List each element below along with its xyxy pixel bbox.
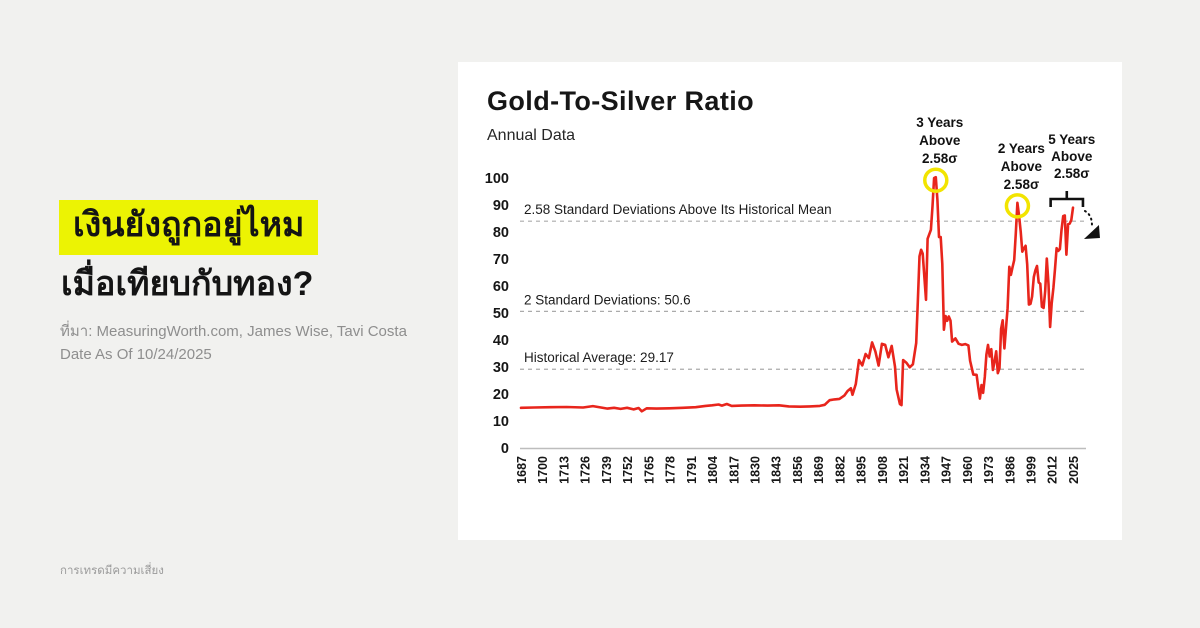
annotation-peak-1991-line-0: 2 Years bbox=[998, 141, 1045, 156]
x-tick-label-0: 1687 bbox=[515, 456, 529, 484]
reference-line-label-1: 2 Standard Deviations: 50.6 bbox=[524, 292, 691, 307]
x-tick-label-10: 1817 bbox=[727, 456, 741, 484]
chart-subtitle: Annual Data bbox=[487, 127, 576, 144]
y-tick-label-9: 90 bbox=[493, 198, 509, 214]
x-tick-label-3: 1726 bbox=[579, 456, 593, 484]
trend-arrow-head bbox=[1083, 225, 1100, 239]
annotation-bracket-peak-2025 bbox=[1049, 191, 1085, 207]
y-tick-label-5: 50 bbox=[493, 306, 509, 322]
risk-disclaimer: การเทรดมีความเสี่ยง bbox=[60, 565, 164, 577]
x-tick-label-13: 1856 bbox=[791, 456, 805, 484]
x-tick-label-2: 1713 bbox=[557, 456, 571, 484]
x-tick-label-20: 1947 bbox=[940, 456, 954, 484]
y-tick-label-8: 80 bbox=[493, 225, 509, 241]
x-tick-label-18: 1921 bbox=[897, 456, 911, 484]
ratio-line bbox=[519, 175, 1075, 413]
x-tick-label-11: 1830 bbox=[749, 456, 763, 484]
annotation-peak-1941-line-0: 3 Years bbox=[916, 115, 963, 130]
annotation-peak-1991-line-2: 2.58σ bbox=[1004, 177, 1040, 192]
annotation-peak-2025-line-0: 5 Years bbox=[1048, 132, 1095, 147]
annotation-peak-2025-line-1: Above bbox=[1051, 149, 1093, 164]
annotation-peak-1941-line-1: Above bbox=[919, 133, 961, 148]
x-tick-label-21: 1960 bbox=[961, 456, 975, 484]
x-tick-label-14: 1869 bbox=[812, 456, 826, 484]
trend-arrow-shaft bbox=[1083, 210, 1093, 226]
x-tick-label-5: 1752 bbox=[621, 456, 635, 484]
headline-line2: เมื่อเทียบกับทอง? bbox=[61, 264, 314, 303]
x-tick-label-24: 1999 bbox=[1024, 456, 1038, 484]
x-tick-label-4: 1739 bbox=[600, 456, 614, 484]
x-tick-label-25: 2012 bbox=[1046, 456, 1060, 484]
reference-line-label-0: 2.58 Standard Deviations Above Its Histo… bbox=[524, 202, 832, 217]
y-tick-label-4: 40 bbox=[493, 333, 509, 349]
x-tick-label-8: 1791 bbox=[685, 456, 699, 484]
headline: เงินยังถูกอยู่ไหม เมื่อเทียบกับทอง? bbox=[59, 200, 319, 307]
x-tick-label-22: 1973 bbox=[982, 456, 996, 484]
y-tick-label-2: 20 bbox=[493, 387, 509, 403]
annotation-peak-1941-line-2: 2.58σ bbox=[922, 151, 958, 166]
x-tick-label-19: 1934 bbox=[918, 456, 932, 484]
y-tick-label-6: 60 bbox=[493, 279, 509, 295]
reference-line-label-2: Historical Average: 29.17 bbox=[524, 350, 674, 365]
x-tick-label-23: 1986 bbox=[1003, 456, 1017, 484]
y-tick-label-10: 100 bbox=[485, 171, 509, 187]
annotation-peak-1991-line-1: Above bbox=[1001, 159, 1043, 174]
highlight-circle-peak-1991 bbox=[1004, 193, 1031, 219]
source-text: ที่มา: MeasuringWorth.com, James Wise, T… bbox=[60, 320, 407, 366]
y-tick-label-3: 30 bbox=[493, 360, 509, 376]
x-tick-label-12: 1843 bbox=[770, 456, 784, 484]
chart-title: Gold-To-Silver Ratio bbox=[487, 86, 755, 116]
source-line-1: ที่มา: MeasuringWorth.com, James Wise, T… bbox=[60, 323, 407, 340]
x-tick-label-9: 1804 bbox=[706, 456, 720, 484]
x-tick-label-26: 2025 bbox=[1067, 456, 1081, 484]
y-tick-label-7: 70 bbox=[493, 252, 509, 268]
x-tick-label-15: 1882 bbox=[833, 456, 847, 484]
x-tick-label-16: 1895 bbox=[855, 456, 869, 484]
chart-plot: 2.58 Standard Deviations Above Its Histo… bbox=[485, 115, 1100, 484]
x-tick-label-7: 1778 bbox=[664, 456, 678, 484]
left-panel: เงินยังถูกอยู่ไหม เมื่อเทียบกับทอง? ที่ม… bbox=[0, 0, 458, 628]
x-tick-label-6: 1765 bbox=[642, 456, 656, 484]
y-tick-label-1: 10 bbox=[493, 414, 509, 430]
annotation-peak-2025-line-2: 2.58σ bbox=[1054, 166, 1090, 181]
source-line-2: Date As Of 10/24/2025 bbox=[60, 346, 212, 363]
highlight-circle-peak-1941 bbox=[923, 167, 949, 193]
chart-card: Gold-To-Silver Ratio Annual Data 2.58 St… bbox=[458, 62, 1122, 540]
x-tick-label-17: 1908 bbox=[876, 456, 890, 484]
y-tick-label-0: 0 bbox=[501, 441, 509, 457]
headline-highlight: เงินยังถูกอยู่ไหม bbox=[59, 200, 319, 255]
x-tick-label-1: 1700 bbox=[536, 456, 550, 484]
